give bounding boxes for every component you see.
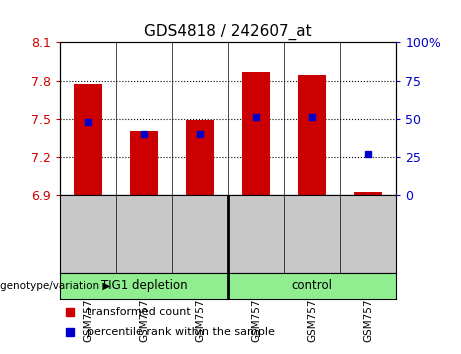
Bar (242, 72, 270, 195)
Text: percentile rank within the sample: percentile rank within the sample (87, 327, 275, 337)
Bar (355, 192, 383, 195)
Text: transformed count: transformed count (87, 307, 190, 317)
Bar (298, 75, 326, 195)
Text: TIG1 depletion: TIG1 depletion (101, 279, 187, 292)
Title: GDS4818 / 242607_at: GDS4818 / 242607_at (144, 23, 312, 40)
Bar (74, 84, 102, 195)
Bar (130, 131, 158, 195)
Text: control: control (292, 279, 333, 292)
Text: genotype/variation ▶: genotype/variation ▶ (0, 281, 111, 291)
Bar (186, 120, 214, 195)
